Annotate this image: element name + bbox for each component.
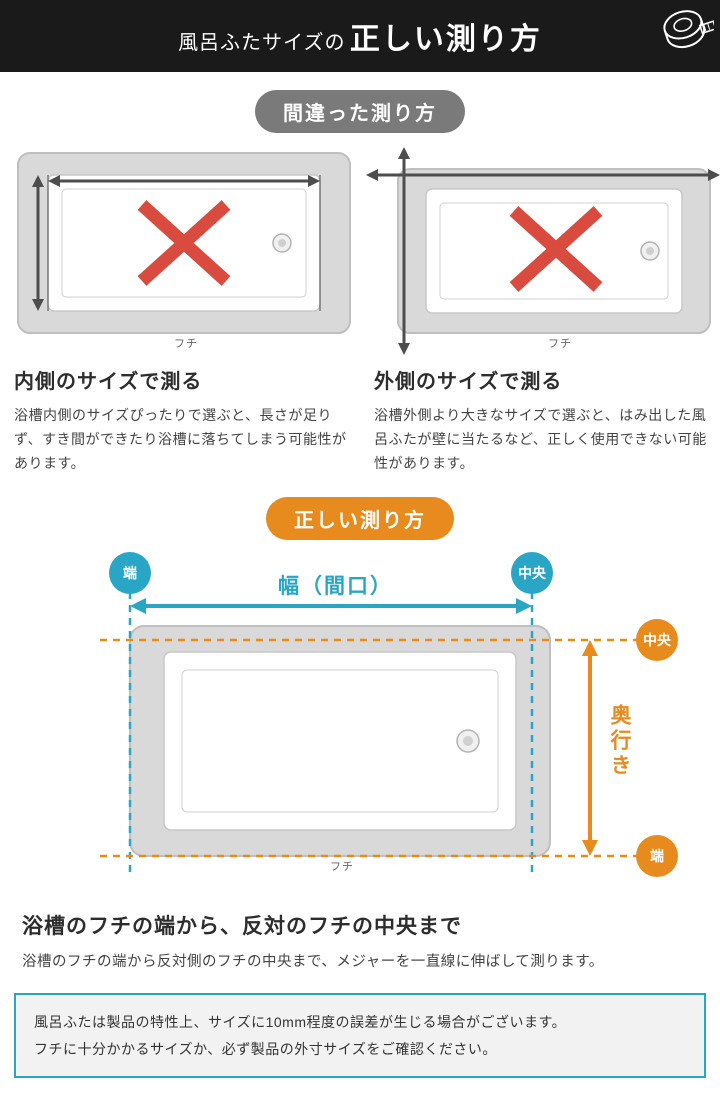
note-line2: フチに十分かかるサイズか、必ず製品の外寸サイズをご確認ください。 bbox=[34, 1036, 686, 1063]
header-bar: 風呂ふたサイズの 正しい測り方 bbox=[0, 0, 720, 72]
note-line1: 風呂ふたは製品の特性上、サイズに10mm程度の誤差が生じる場合がございます。 bbox=[34, 1009, 686, 1036]
width-label: 幅（間口） bbox=[278, 570, 393, 600]
header-prefix: 風呂ふたサイズの bbox=[178, 32, 345, 54]
badge-center-teal-text: 中央 bbox=[518, 563, 546, 583]
correct-body: 浴槽のフチの端から反対側のフチの中央まで、メジャーを一直線に伸ばして測ります。 bbox=[22, 950, 698, 975]
correct-title: 浴槽のフチの端から、反対のフチの中央まで bbox=[22, 910, 698, 940]
header-main: 正しい測り方 bbox=[350, 23, 542, 56]
tape-measure-icon bbox=[658, 4, 714, 52]
depth-label: 奥行き bbox=[604, 704, 634, 779]
wrong-row: フチ 内側のサイズで測る 浴槽内側のサイズぴったりで選ぶと、長さが足りず、すき間… bbox=[0, 149, 720, 475]
wrong-left-col: フチ 内側のサイズで測る 浴槽内側のサイズぴったりで選ぶと、長さが足りず、すき間… bbox=[14, 149, 354, 475]
correct-label-wrap: 正しい測り方 bbox=[0, 497, 720, 540]
note-box: 風呂ふたは製品の特性上、サイズに10mm程度の誤差が生じる場合がございます。 フ… bbox=[14, 993, 706, 1078]
wrong-left-diagram: フチ bbox=[14, 149, 354, 349]
badge-end-teal-text: 端 bbox=[123, 563, 137, 583]
fuchi-label-right: フチ bbox=[548, 335, 572, 351]
fuchi-label-correct: フチ bbox=[330, 858, 354, 874]
wrong-right-diagram: フチ bbox=[374, 149, 714, 349]
wrong-right-col: フチ 外側のサイズで測る 浴槽外側より大きなサイズで選ぶと、はみ出した風呂ふたが… bbox=[374, 149, 714, 475]
wrong-label-wrap: 間違った測り方 bbox=[0, 90, 720, 133]
correct-diagram: 端 中央 中央 端 幅（間口） 奥行き フチ bbox=[0, 556, 720, 896]
wrong-left-title: 内側のサイズで測る bbox=[14, 365, 354, 394]
badge-center-orange-text: 中央 bbox=[643, 630, 671, 650]
wrong-right-body: 浴槽外側より大きなサイズで選ぶと、はみ出した風呂ふたが壁に当たるなど、正しく使用… bbox=[374, 404, 714, 475]
correct-section-label: 正しい測り方 bbox=[266, 497, 454, 540]
wrong-left-body: 浴槽内側のサイズぴったりで選ぶと、長さが足りず、すき間ができたり浴槽に落ちてしま… bbox=[14, 404, 354, 475]
wrong-section-label: 間違った測り方 bbox=[255, 90, 465, 133]
wrong-right-title: 外側のサイズで測る bbox=[374, 365, 714, 394]
fuchi-label-left: フチ bbox=[174, 335, 198, 351]
correct-section: 正しい測り方 端 bbox=[0, 497, 720, 975]
badge-end-orange-text: 端 bbox=[650, 846, 664, 866]
